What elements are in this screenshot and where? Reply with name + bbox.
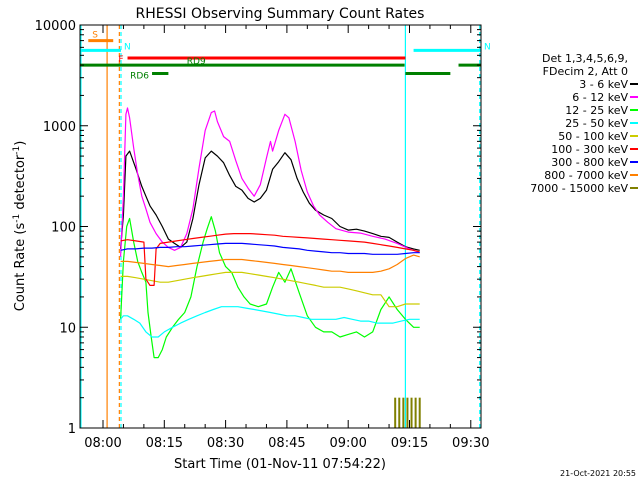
series-300-800-kev bbox=[120, 242, 420, 255]
legend-entry-6: 300 - 800 keV bbox=[551, 156, 628, 169]
state-bar-label-3: F bbox=[118, 55, 123, 65]
x-tick-label-6: 09:30 bbox=[452, 436, 489, 451]
x-tick-label-3: 08:45 bbox=[268, 436, 305, 451]
legend-entry-4: 50 - 100 keV bbox=[558, 130, 628, 143]
x-tick-label-1: 08:15 bbox=[146, 436, 183, 451]
legend-entry-0: 3 - 6 keV bbox=[579, 78, 628, 91]
series-50-100-kev bbox=[120, 271, 420, 308]
x-axis-label: Start Time (01-Nov-11 07:54:22) bbox=[174, 457, 386, 472]
state-bar-label-0: S bbox=[92, 31, 98, 41]
legend-entry-5: 100 - 300 keV bbox=[551, 143, 628, 156]
legend-entry-2: 12 - 25 keV bbox=[565, 104, 628, 117]
legend-entry-8: 7000 - 15000 keV bbox=[530, 182, 628, 195]
y-tick-label-3: 1000 bbox=[43, 120, 76, 135]
y-tick-label-0: 1 bbox=[68, 422, 76, 437]
state-bar-label-7: RD6 bbox=[130, 72, 149, 82]
series-25-50-kev bbox=[120, 306, 420, 338]
legend-entry-7: 800 - 7000 keV bbox=[544, 169, 628, 182]
state-bar-label-1: N bbox=[124, 42, 131, 52]
series-100-300-kev bbox=[120, 233, 420, 286]
y-tick-label-2: 100 bbox=[51, 221, 76, 236]
legend: Det 1,3,4,5,6,9,FDecim 2, Att 03 - 6 keV… bbox=[530, 52, 638, 195]
legend-header-0: Det 1,3,4,5,6,9, bbox=[542, 52, 628, 65]
axis-ticks: 08:00 08:15 08:30 08:45 09:00 09:15 09:30 1 10 10… bbox=[35, 19, 490, 451]
vertical-markers bbox=[80, 25, 481, 428]
plot-frame bbox=[79, 24, 482, 429]
state-bar-label-4: RD9 bbox=[187, 57, 206, 67]
y-axis-label: Count Rate (s-1 detector-1) bbox=[12, 141, 28, 312]
chart-title: RHESSI Observing Summary Count Rates bbox=[136, 6, 425, 22]
legend-entry-1: 6 - 12 keV bbox=[572, 91, 628, 104]
y-tick-label-4: 10000 bbox=[35, 19, 76, 34]
y-tick-label-1: 10 bbox=[59, 321, 76, 336]
series-800-7000-kev bbox=[120, 254, 420, 273]
x-tick-label-2: 08:30 bbox=[207, 436, 244, 451]
series-lines bbox=[120, 107, 421, 428]
legend-entry-3: 25 - 50 keV bbox=[565, 117, 628, 130]
series-6-12-kev bbox=[120, 107, 420, 257]
series-3-6-kev bbox=[120, 150, 420, 251]
series-12-25-kev bbox=[120, 216, 420, 359]
x-tick-label-5: 09:15 bbox=[391, 436, 428, 451]
state-bar-label-2: N bbox=[484, 42, 491, 52]
x-tick-label-4: 09:00 bbox=[329, 436, 366, 451]
legend-header-1: FDecim 2, Att 0 bbox=[543, 65, 628, 78]
timestamp: 21-Oct-2021 20:55 bbox=[560, 469, 636, 478]
x-tick-label-0: 08:00 bbox=[84, 436, 121, 451]
